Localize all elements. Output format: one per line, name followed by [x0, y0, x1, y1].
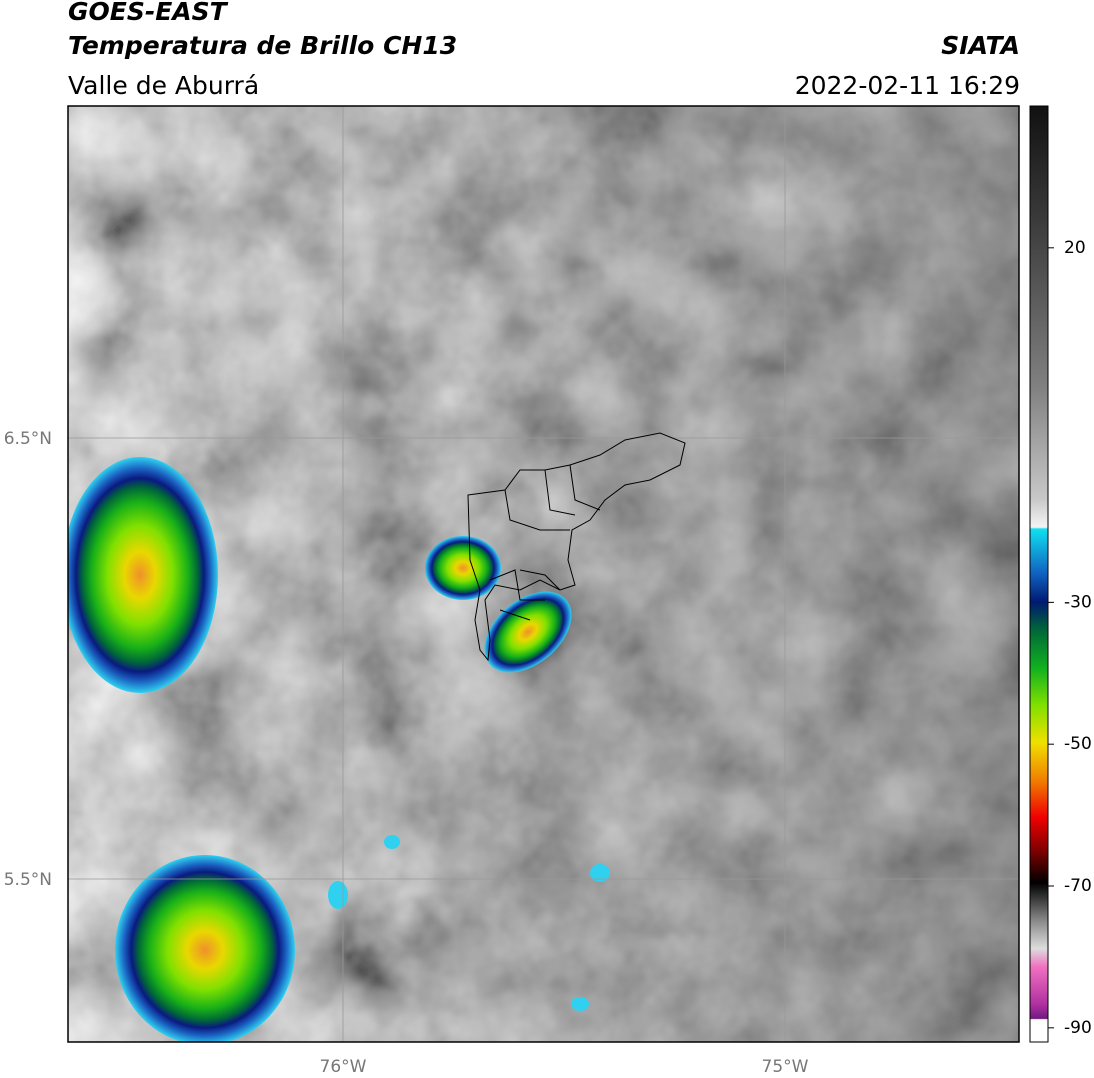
cold-cloud — [384, 835, 400, 849]
lon-label: 75°W — [762, 1057, 809, 1077]
lon-label: 76°W — [320, 1057, 367, 1077]
cold-cloud — [328, 881, 348, 909]
source-label: SIATA — [941, 31, 1020, 60]
colorbar-tick-label: -90 — [1064, 1018, 1092, 1038]
lat-label: 5.5°N — [4, 870, 52, 890]
lat-label: 6.5°N — [4, 429, 52, 449]
municipal-boundaries — [467, 432, 686, 662]
map-frame — [67, 105, 1020, 1043]
cold-cloud — [590, 864, 610, 882]
cold-cloud — [115, 855, 295, 1042]
colorbar — [1029, 105, 1049, 1043]
colorbar-tick-label: -30 — [1064, 592, 1092, 612]
colorbar-tick-label: -50 — [1064, 734, 1092, 754]
map-image — [68, 106, 1019, 1042]
cold-cloud — [425, 536, 501, 600]
cold-cloud — [68, 457, 218, 693]
colorbar-tick-label: 20 — [1064, 238, 1086, 258]
datetime-label: 2022-02-11 16:29 — [795, 71, 1020, 100]
colorbar-tick-label: -70 — [1064, 876, 1092, 896]
satellite-title: GOES-EAST — [68, 0, 229, 26]
cold-cloud — [571, 997, 589, 1011]
product-title: Temperatura de Brillo CH13 — [68, 31, 457, 60]
region-label: Valle de Aburrá — [68, 71, 259, 100]
